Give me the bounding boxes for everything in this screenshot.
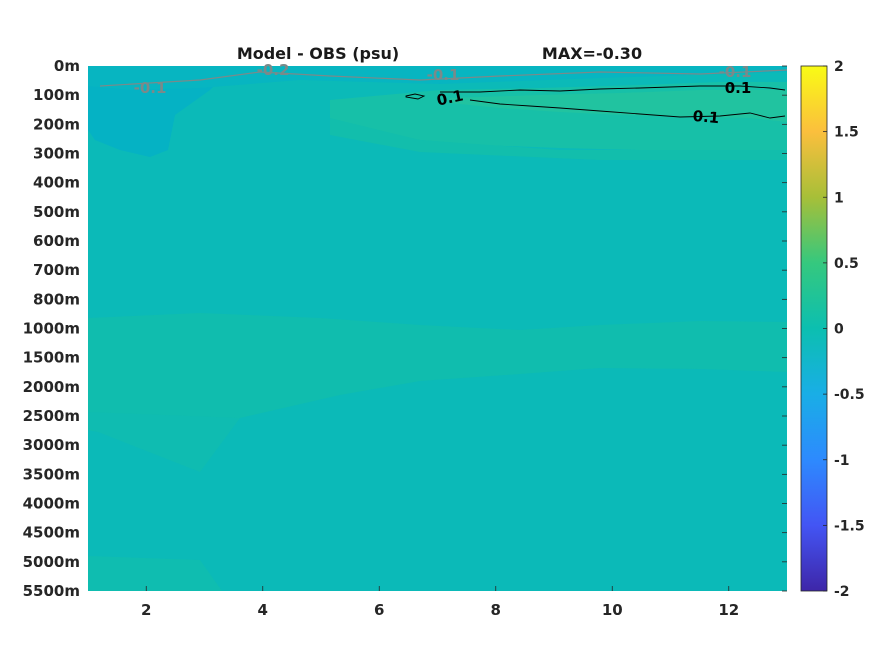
- contour-label: 0.1: [692, 107, 720, 127]
- x-tick-label: 4: [258, 601, 268, 619]
- colorbar-ramp: [800, 65, 828, 592]
- y-tick-label: 2000m: [23, 378, 80, 396]
- colorbar-tick-label: 0.5: [834, 256, 859, 272]
- y-tick-label: 3500m: [23, 465, 80, 483]
- y-tick-label: 400m: [33, 174, 80, 192]
- contour-line-neg-0-1: [99, 69, 787, 87]
- y-tick-label: 700m: [33, 261, 80, 279]
- x-tick-label: 2: [141, 601, 151, 619]
- y-tick-label: 4000m: [23, 495, 80, 513]
- y-tick-label: 5000m: [23, 553, 80, 571]
- heatmap-field: [88, 66, 787, 591]
- contour-line-pos-0-1-lower: [469, 99, 786, 119]
- contour-line-pos-0-1-upper: [405, 85, 786, 100]
- y-tick-label: 600m: [33, 232, 80, 250]
- contour-labels: -0.1 -0.2 -0.1 -0.1 0.1 0.1 0.1: [134, 61, 752, 127]
- x-tick-label: 10: [602, 601, 623, 619]
- y-tick-label: 100m: [33, 86, 80, 104]
- contour-label: -0.1: [427, 66, 460, 84]
- contour-label: -0.1: [719, 63, 752, 81]
- surface-negative-patch-left: [88, 68, 230, 157]
- contour-label: 0.1: [725, 79, 752, 97]
- colorbar-tick-label: 1: [834, 190, 844, 206]
- y-tick-label: 500m: [33, 203, 80, 221]
- x-tick-label: 6: [374, 601, 384, 619]
- surface-transition: [330, 118, 787, 160]
- colorbar-tick-label: -1: [834, 453, 850, 469]
- colorbar-tick-label: 2: [834, 59, 844, 75]
- y-tick-label: 3000m: [23, 436, 80, 454]
- contour-label: -0.2: [257, 61, 290, 79]
- colorbar-tick-label: 1.5: [834, 125, 859, 141]
- x-tick-label: 12: [718, 601, 739, 619]
- contour-label: -0.1: [134, 79, 167, 97]
- colorbar-tick-label: -2: [834, 584, 850, 600]
- y-tick-label: 200m: [33, 115, 80, 133]
- colorbar-ticks: 2 1.5 1 0.5 0 -0.5 -1 -1.5 -2: [823, 59, 865, 600]
- deep-positive-band: [88, 313, 787, 440]
- y-tick-label: 1000m: [23, 320, 80, 338]
- colorbar: 2 1.5 1 0.5 0 -0.5 -1 -1.5 -2: [800, 59, 865, 600]
- contour-label: 0.1: [435, 86, 465, 109]
- y-tick-label: 5500m: [23, 582, 80, 600]
- colorbar-tick-label: -1.5: [834, 518, 865, 534]
- deep-shelf-region: [88, 412, 240, 472]
- y-tick-label: 2500m: [23, 407, 80, 425]
- surface-positive-core: [450, 90, 787, 122]
- bottom-left-patch: [88, 556, 222, 591]
- y-axis: 0m 100m 200m 300m 400m 500m 600m 700m 800m 1000m 1…: [23, 57, 787, 600]
- chart-title: Model - OBS (psu): [237, 44, 399, 63]
- y-tick-label: 4500m: [23, 524, 80, 542]
- x-tick-label: 8: [491, 601, 501, 619]
- x-axis: 2 4 6 8 10 12: [141, 586, 739, 619]
- y-tick-label: 300m: [33, 145, 80, 163]
- colorbar-tick-label: -0.5: [834, 387, 865, 403]
- chart-subtitle-max: MAX=-0.30: [542, 44, 642, 63]
- y-tick-label: 800m: [33, 290, 80, 308]
- y-tick-label: 1500m: [23, 349, 80, 367]
- colorbar-tick-label: 0: [834, 322, 844, 338]
- y-tick-label: 0m: [54, 57, 80, 75]
